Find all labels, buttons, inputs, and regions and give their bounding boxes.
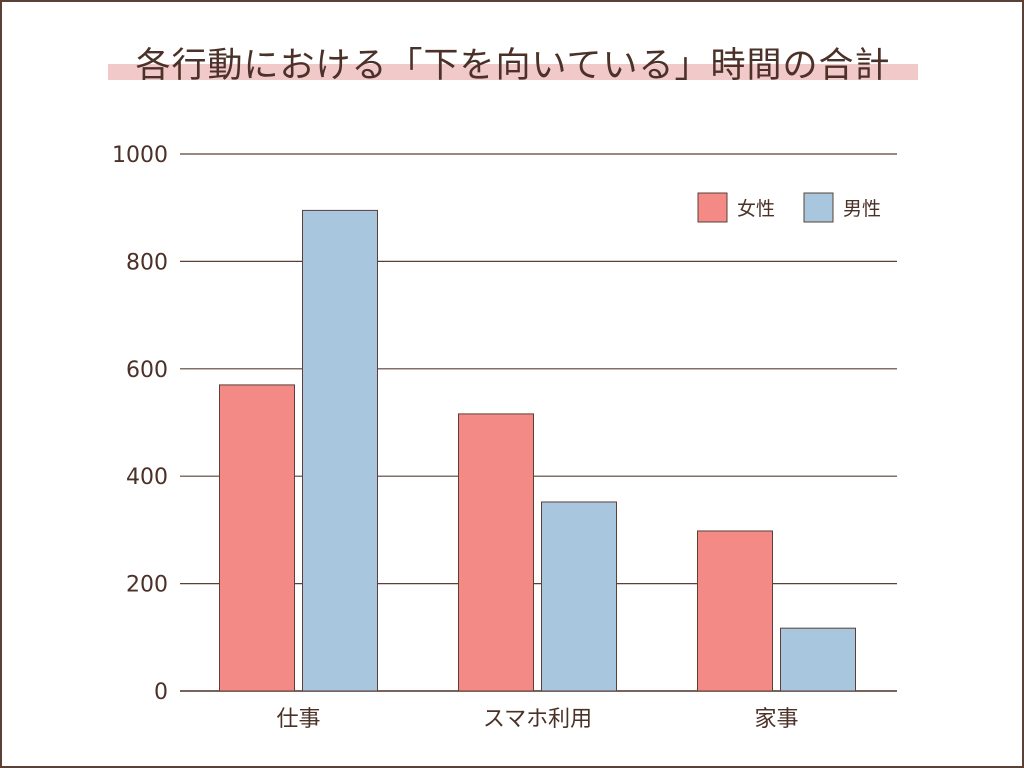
chart-title: 各行動における「下を向いている」時間の合計 — [135, 46, 891, 86]
y-tick-label: 1000 — [112, 143, 168, 168]
bar-female-0 — [219, 384, 295, 692]
title-highlight — [108, 64, 918, 80]
y-tick-label: 0 — [154, 680, 168, 705]
legend-swatch-male — [803, 192, 834, 223]
grid-lines — [180, 153, 897, 692]
y-tick-labels: 0 200 400 600 800 1000 — [112, 143, 168, 705]
bars — [219, 209, 856, 692]
y-tick-label: 200 — [126, 573, 168, 598]
legend-label-male: 男性 — [843, 198, 881, 220]
bar-male-1 — [541, 501, 617, 692]
category-label: スマホ利用 — [483, 707, 592, 732]
legend-label-female: 女性 — [737, 198, 775, 220]
legend-swatch-female — [697, 192, 728, 223]
bar-male-2 — [780, 627, 856, 692]
category-label: 家事 — [754, 707, 798, 732]
y-tick-label: 800 — [126, 250, 168, 275]
legend: 女性 男性 — [697, 192, 881, 223]
category-label: 仕事 — [276, 707, 320, 732]
category-labels: 仕事 スマホ利用 家事 — [276, 707, 798, 732]
y-tick-label: 600 — [126, 358, 168, 383]
bar-female-2 — [697, 530, 773, 692]
title-area: 各行動における「下を向いている」時間の合計 — [108, 34, 918, 84]
bar-male-0 — [302, 209, 378, 692]
y-tick-label: 400 — [126, 465, 168, 490]
bar-female-1 — [458, 413, 534, 692]
